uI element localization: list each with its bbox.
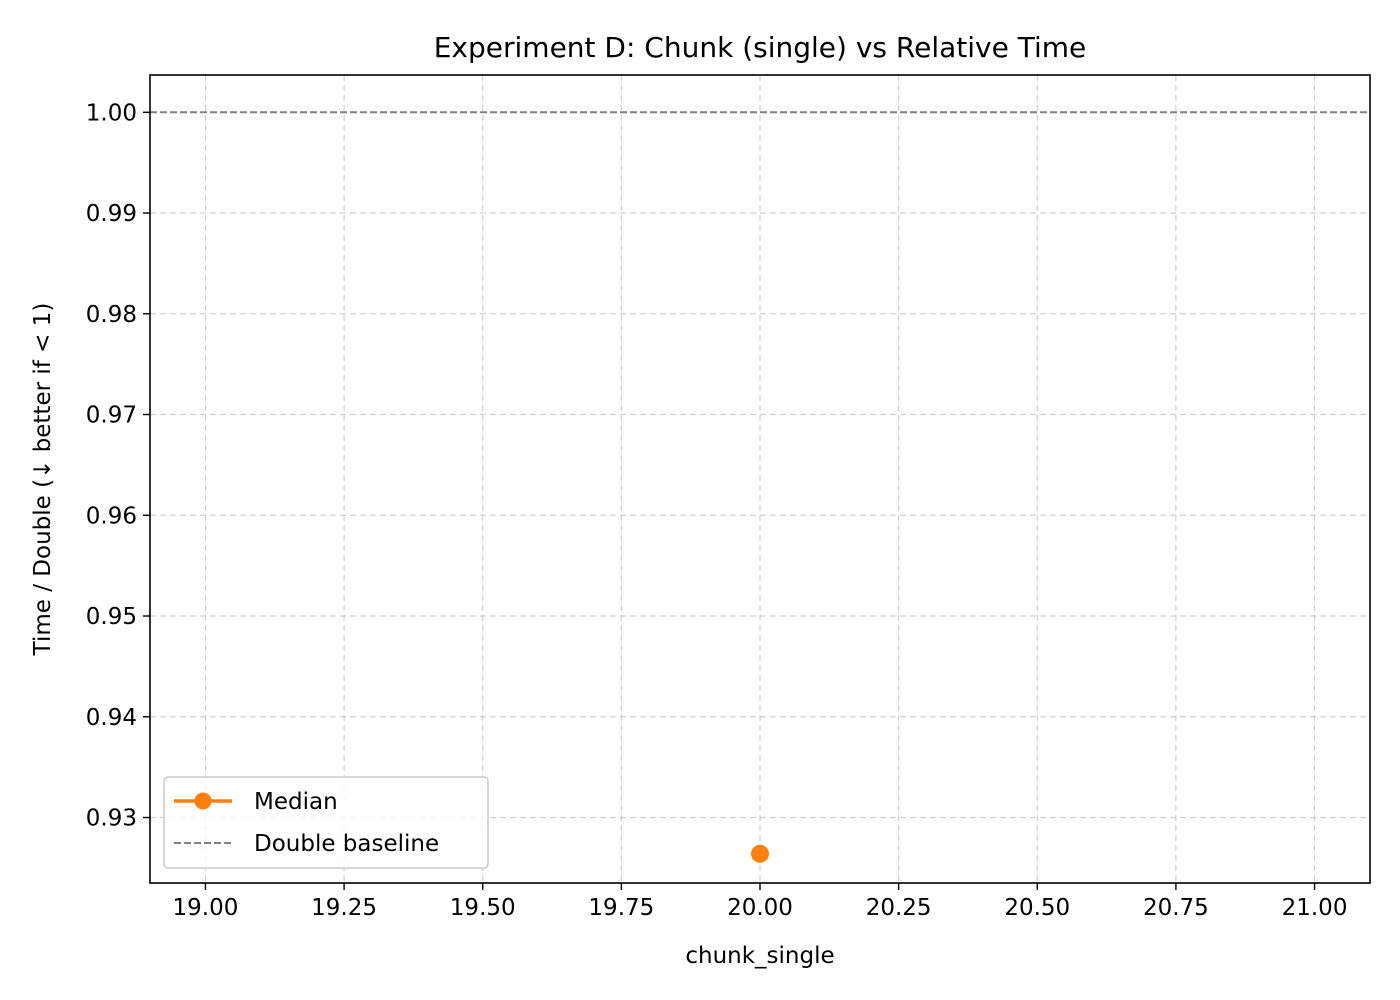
- legend-label-baseline: Double baseline: [254, 831, 439, 857]
- y-tick-label: 1.00: [86, 100, 137, 126]
- x-axis-label: chunk_single: [685, 943, 834, 969]
- grid: [150, 75, 1370, 883]
- x-tick-label: 20.25: [866, 895, 932, 921]
- x-axis-ticks: 19.00 19.25 19.50 19.75 20.00 20.25 20.50 20.75…: [173, 883, 1348, 921]
- y-tick-label: 0.95: [86, 604, 137, 630]
- chart-title: Experiment D: Chunk (single) vs Relative…: [434, 31, 1087, 64]
- legend-label-median: Median: [254, 789, 338, 815]
- y-axis-label: Time / Double (↓ better if < 1): [30, 303, 56, 657]
- y-tick-label: 0.99: [86, 201, 137, 227]
- series-layer: [751, 844, 769, 863]
- x-tick-label: 19.00: [173, 895, 239, 921]
- x-tick-label: 20.00: [727, 895, 793, 921]
- x-tick-label: 19.25: [311, 895, 377, 921]
- y-tick-label: 0.96: [86, 503, 137, 529]
- y-axis-ticks: 0.93 0.94 0.95 0.96 0.97 0.98 0.99 1.00: [86, 100, 150, 832]
- x-tick-label: 21.00: [1282, 895, 1348, 921]
- x-tick-label: 20.75: [1143, 895, 1209, 921]
- x-tick-label: 19.50: [450, 895, 516, 921]
- x-tick-label: 19.75: [588, 895, 654, 921]
- legend: Median Double baseline: [163, 776, 489, 869]
- y-tick-label: 0.97: [86, 403, 137, 429]
- legend-box: [163, 776, 489, 869]
- y-tick-label: 0.94: [86, 705, 137, 731]
- y-tick-label: 0.98: [86, 302, 137, 328]
- y-tick-label: 0.93: [86, 806, 137, 832]
- legend-median-marker: [194, 792, 212, 810]
- median-point: [751, 844, 769, 863]
- x-tick-label: 20.50: [1004, 895, 1070, 921]
